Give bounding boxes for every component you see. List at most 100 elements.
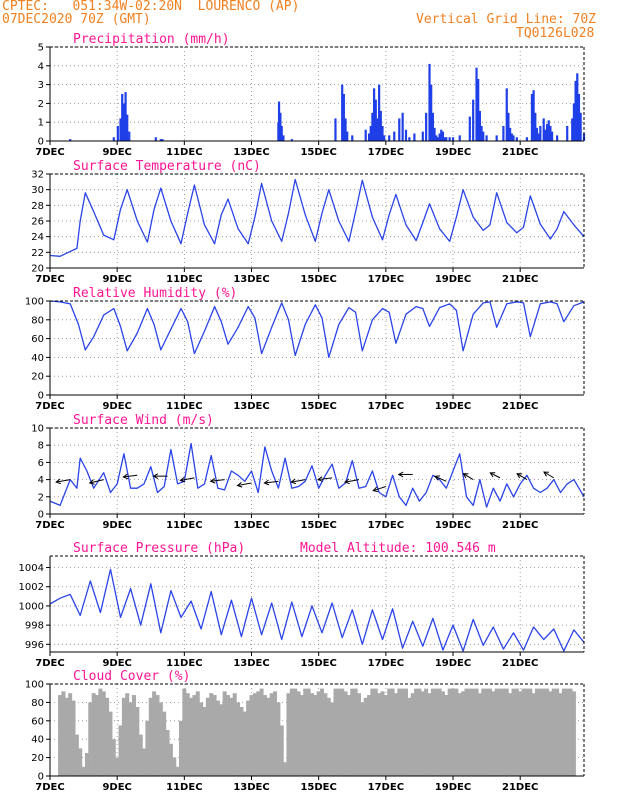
wind-arrow-head bbox=[372, 486, 379, 493]
cloud-bar bbox=[336, 688, 341, 776]
precip-bar bbox=[364, 129, 367, 141]
cloud-bar bbox=[148, 697, 153, 776]
precip-bar bbox=[550, 131, 554, 141]
precip-bar bbox=[571, 118, 574, 141]
cloud-bar bbox=[464, 688, 469, 776]
precip-bar bbox=[346, 131, 349, 141]
precip-bar bbox=[425, 112, 428, 141]
precip-bar bbox=[477, 78, 480, 141]
cloud-bar bbox=[195, 691, 200, 776]
cloud-bar bbox=[84, 753, 89, 776]
y-tick-label: 60 bbox=[31, 716, 44, 727]
precip-bar bbox=[532, 90, 535, 141]
cloud-bar bbox=[95, 695, 100, 776]
precip-bar bbox=[577, 94, 581, 141]
precip-bar bbox=[572, 103, 576, 141]
y-tick-label: 2 bbox=[38, 99, 44, 110]
cloud-bar bbox=[165, 730, 170, 776]
cloud-bar bbox=[417, 688, 422, 776]
cloud-bar bbox=[350, 688, 355, 776]
precip-bar bbox=[116, 125, 119, 141]
x-tick-label: 17DEC bbox=[368, 147, 404, 158]
series-line bbox=[49, 442, 585, 508]
precip-bar bbox=[369, 125, 372, 141]
precip-bar bbox=[502, 125, 505, 141]
y-tick-label: 20 bbox=[31, 753, 44, 764]
precip-bar bbox=[431, 112, 434, 141]
y-tick-label: 80 bbox=[31, 698, 44, 709]
wind-arrow-head bbox=[543, 471, 549, 477]
cloud-bar bbox=[316, 691, 321, 776]
cloud-bar bbox=[259, 688, 264, 776]
cloud-bar bbox=[128, 702, 133, 776]
wind-arrow bbox=[490, 472, 501, 479]
y-tick-label: 100 bbox=[25, 680, 44, 691]
cloud-bar bbox=[373, 688, 378, 776]
cloud-bar bbox=[303, 688, 308, 776]
precip-bar bbox=[458, 135, 461, 141]
wind-arrow-head bbox=[434, 475, 441, 481]
header-code: TQ0126L028 bbox=[516, 26, 595, 41]
y-tick-label: 40 bbox=[31, 735, 44, 746]
cloud-bar bbox=[68, 693, 73, 776]
x-tick-label: 7DEC bbox=[35, 274, 64, 285]
cloud-bar bbox=[199, 702, 204, 776]
x-tick-label: 11DEC bbox=[166, 274, 202, 285]
cloud-bar bbox=[518, 691, 523, 776]
cloud-bar bbox=[454, 688, 459, 776]
x-tick-label: 19DEC bbox=[435, 401, 471, 412]
precip-bar bbox=[128, 131, 131, 141]
cloud-bar bbox=[403, 688, 409, 776]
precip-bar bbox=[367, 133, 371, 141]
x-tick-label: 13DEC bbox=[233, 147, 269, 158]
x-tick-label: 19DEC bbox=[435, 782, 471, 793]
cloud-bar bbox=[168, 743, 173, 776]
cloud-bar bbox=[501, 688, 506, 776]
cloud-bar bbox=[343, 691, 348, 776]
precip-bar bbox=[478, 110, 481, 141]
precip-bar bbox=[277, 101, 281, 141]
precip-bar bbox=[379, 110, 382, 141]
cloud-bar bbox=[299, 695, 304, 776]
cloud-bar bbox=[377, 693, 382, 776]
cloud-bar bbox=[434, 688, 439, 776]
cloud-bar bbox=[108, 711, 113, 776]
y-tick-label: 1000 bbox=[19, 601, 44, 612]
precip-bar bbox=[334, 118, 337, 141]
precip-bar bbox=[556, 135, 559, 141]
series-line bbox=[49, 300, 585, 359]
wind-arrow-head bbox=[122, 473, 129, 480]
y-tick-label: 4 bbox=[38, 61, 44, 72]
cloud-bar bbox=[528, 688, 533, 776]
precip-bar bbox=[482, 131, 485, 141]
y-tick-label: 80 bbox=[31, 315, 44, 326]
cloud-bar bbox=[427, 693, 432, 776]
cloud-bar bbox=[269, 693, 274, 776]
precip-bar bbox=[69, 139, 72, 141]
cloud-bar bbox=[276, 702, 281, 776]
precip-bar bbox=[530, 94, 534, 141]
precip-bar bbox=[388, 135, 391, 141]
cloud-bar bbox=[471, 688, 476, 776]
wind-arrow-head bbox=[55, 478, 62, 485]
wind-arrow-head bbox=[179, 476, 186, 483]
cloud-bar bbox=[205, 697, 210, 776]
cloud-bar bbox=[58, 695, 63, 776]
cloud-bar bbox=[121, 697, 126, 776]
cloud-bar bbox=[202, 707, 207, 776]
precip-bar bbox=[448, 137, 451, 141]
precip-bar bbox=[159, 139, 162, 141]
precip-bar bbox=[124, 92, 127, 141]
cloud-bar bbox=[158, 702, 163, 776]
cloud-bar bbox=[212, 695, 217, 776]
y-tick-label: 28 bbox=[31, 201, 44, 212]
x-tick-label: 17DEC bbox=[368, 782, 404, 793]
y-tick-label: 22 bbox=[31, 248, 44, 259]
cloud-bar bbox=[182, 688, 187, 776]
precip-bar bbox=[468, 116, 471, 141]
precip-bar bbox=[430, 84, 433, 141]
header-station: CPTEC: 051:34W-02:20N LOURENCO (AP) bbox=[2, 0, 300, 14]
x-tick-label: 13DEC bbox=[233, 274, 269, 285]
wind-arrow-head bbox=[462, 473, 469, 479]
